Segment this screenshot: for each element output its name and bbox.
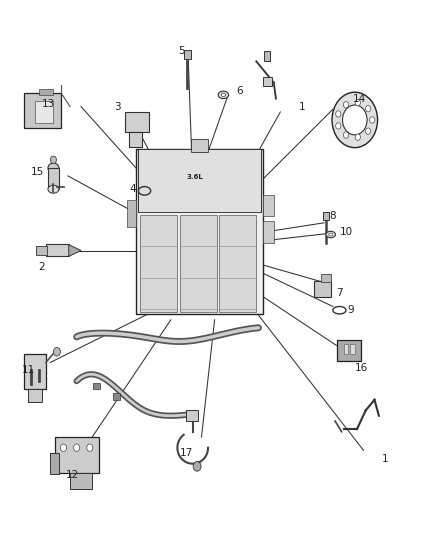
Circle shape <box>355 134 360 140</box>
Bar <box>138 149 261 212</box>
Bar <box>35 101 53 123</box>
Circle shape <box>370 117 375 123</box>
Bar <box>263 221 274 243</box>
Text: 9: 9 <box>347 305 354 315</box>
Text: 1: 1 <box>299 102 306 111</box>
Circle shape <box>366 128 371 134</box>
Bar <box>28 389 42 402</box>
Bar <box>39 89 53 95</box>
Bar <box>263 195 274 216</box>
Ellipse shape <box>328 233 333 236</box>
Polygon shape <box>69 245 81 256</box>
Text: 12: 12 <box>66 471 79 480</box>
Circle shape <box>343 132 349 138</box>
Bar <box>344 344 348 354</box>
Bar <box>55 437 99 473</box>
Text: 14: 14 <box>353 94 366 103</box>
Bar <box>350 344 355 354</box>
Bar <box>263 77 272 86</box>
Text: 11: 11 <box>22 366 35 375</box>
Text: 10: 10 <box>339 228 353 237</box>
Bar <box>129 132 142 147</box>
Bar <box>127 200 136 227</box>
Ellipse shape <box>48 163 59 173</box>
Text: 7: 7 <box>336 288 343 298</box>
Circle shape <box>366 106 371 112</box>
Bar <box>186 410 198 421</box>
Circle shape <box>343 102 349 108</box>
Circle shape <box>53 348 60 356</box>
Text: 6: 6 <box>237 86 244 95</box>
Bar <box>113 393 120 400</box>
Text: 2: 2 <box>38 262 45 271</box>
Bar <box>24 354 46 389</box>
Circle shape <box>50 156 57 164</box>
Bar <box>321 274 331 282</box>
Text: 3: 3 <box>114 102 121 111</box>
Bar <box>48 168 59 189</box>
Circle shape <box>193 462 201 471</box>
Bar <box>180 215 217 312</box>
Bar <box>70 473 92 489</box>
Circle shape <box>343 105 367 135</box>
Circle shape <box>332 92 378 148</box>
Text: 15: 15 <box>31 167 44 177</box>
Bar <box>314 281 331 297</box>
Text: 1: 1 <box>382 455 389 464</box>
Bar <box>219 215 256 312</box>
Text: 8: 8 <box>329 212 336 221</box>
Text: 17: 17 <box>180 448 193 458</box>
Circle shape <box>74 444 80 451</box>
Ellipse shape <box>326 231 336 238</box>
Bar <box>184 50 191 59</box>
Text: 3.6L: 3.6L <box>187 174 203 181</box>
Ellipse shape <box>218 91 229 99</box>
Bar <box>140 215 177 312</box>
Text: 5: 5 <box>178 46 185 55</box>
Text: 16: 16 <box>355 363 368 373</box>
Bar <box>337 340 361 361</box>
Ellipse shape <box>221 93 226 96</box>
Bar <box>323 212 329 220</box>
Bar <box>24 93 61 128</box>
Circle shape <box>355 100 360 106</box>
Bar <box>36 246 47 255</box>
Bar <box>50 453 59 474</box>
Ellipse shape <box>48 185 59 193</box>
Circle shape <box>336 111 341 117</box>
Text: 4: 4 <box>129 184 136 194</box>
Circle shape <box>87 444 93 451</box>
Bar <box>264 51 270 61</box>
Circle shape <box>60 444 67 451</box>
Bar <box>46 244 69 256</box>
Text: 13: 13 <box>42 99 55 109</box>
FancyBboxPatch shape <box>136 149 263 314</box>
Circle shape <box>336 123 341 129</box>
Bar <box>125 112 149 132</box>
Bar <box>191 139 208 152</box>
Bar <box>93 383 100 389</box>
